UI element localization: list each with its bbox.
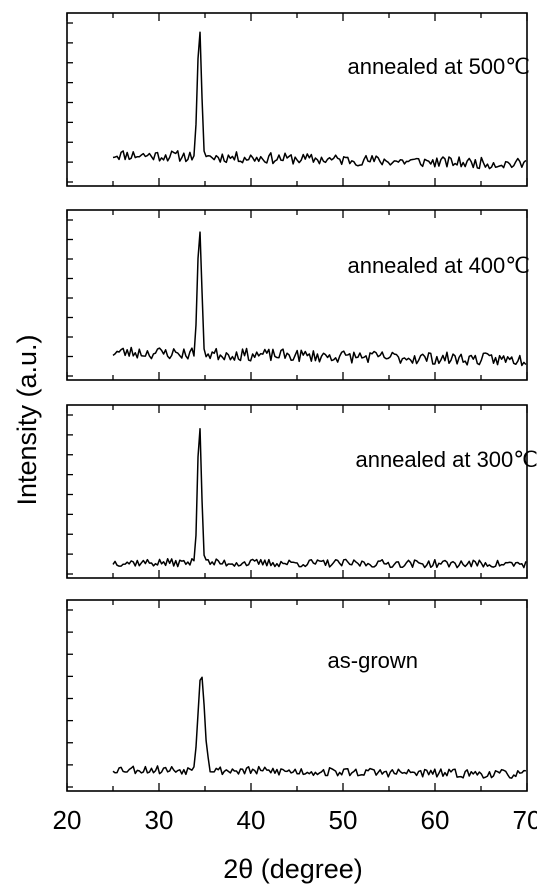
series-line-4 <box>112 676 526 779</box>
series-label: annealed at 400℃ <box>347 253 530 278</box>
panel-frame <box>66 404 528 579</box>
panel-2: annealed at 400℃ <box>66 209 530 381</box>
series-line-1 <box>112 31 527 170</box>
series-label: annealed at 300℃ <box>355 447 537 472</box>
chart-panels: annealed at 500℃ annealed at 400℃ annealed… <box>66 12 537 792</box>
x-tick-label: 20 <box>53 805 82 835</box>
x-tick-label: 50 <box>329 805 358 835</box>
panel-3: annealed at 300℃ <box>66 404 537 579</box>
x-tick-label: 60 <box>421 805 450 835</box>
y-axis-title: Intensity (a.u.) <box>12 334 42 505</box>
x-tick-label: 30 <box>145 805 174 835</box>
panel-frame <box>66 599 528 792</box>
x-axis-title: 2θ (degree) <box>223 854 363 884</box>
series-label: annealed at 500℃ <box>347 54 530 79</box>
series-line-3 <box>112 427 527 569</box>
x-tick-label: 70 <box>513 805 537 835</box>
panel-4: as-grown <box>66 599 528 792</box>
series-line-2 <box>112 231 527 367</box>
series-label: as-grown <box>328 648 418 673</box>
panel-1: annealed at 500℃ <box>66 12 530 187</box>
x-axis-tick-labels: 20 30 40 50 60 70 <box>53 805 537 835</box>
x-tick-label: 40 <box>237 805 266 835</box>
